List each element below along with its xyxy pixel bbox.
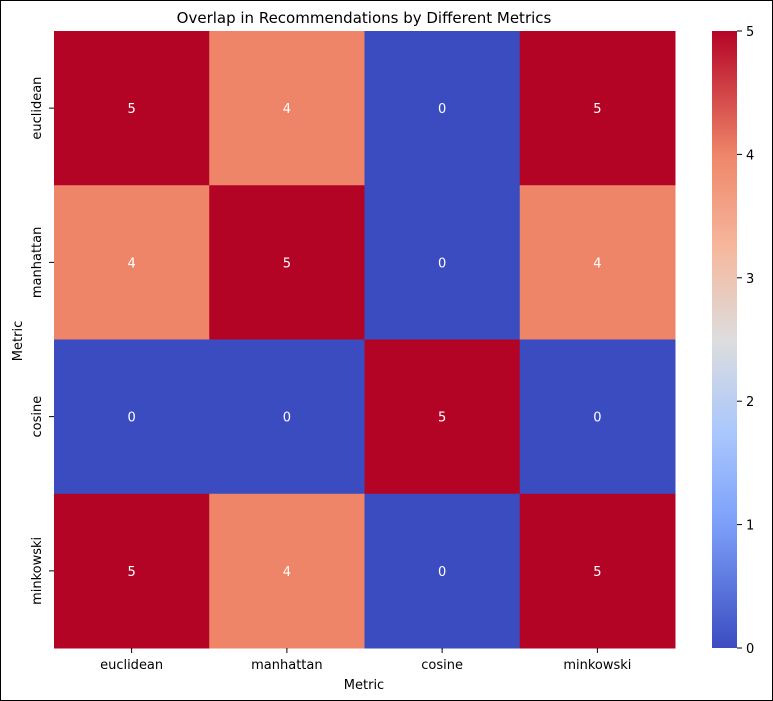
x-tick-label: euclidean <box>100 658 163 673</box>
colorbar-tick-label: 1 <box>746 519 754 534</box>
y-axis-ticks: euclidean manhattan cosine minkowski <box>30 77 54 605</box>
heatmap-cell <box>519 493 676 649</box>
cell-annotation: 4 <box>127 256 135 271</box>
cell-annotation: 0 <box>438 256 446 271</box>
x-tick-label: cosine <box>421 658 463 673</box>
colorbar-tick-label: 0 <box>746 642 754 657</box>
heatmap-cell <box>54 185 210 340</box>
cell-annotation: 4 <box>593 256 601 271</box>
cell-annotation: 5 <box>593 565 601 580</box>
y-tick-label: minkowski <box>30 537 45 605</box>
cell-annotation: 0 <box>127 411 135 426</box>
heatmap-cell <box>209 493 365 649</box>
cell-annotation: 0 <box>593 411 601 426</box>
cell-annotation: 5 <box>438 411 446 426</box>
chart-title: Overlap in Recommendations by Different … <box>177 9 552 27</box>
heatmap-cell <box>54 339 210 495</box>
heatmap-cell <box>519 31 676 186</box>
cell-annotation: 5 <box>593 102 601 117</box>
heatmap-cell <box>364 185 521 340</box>
heatmap-cell <box>364 339 521 495</box>
y-tick-label: cosine <box>30 396 45 438</box>
x-tick-label: minkowski <box>563 658 631 673</box>
cell-annotation: 0 <box>438 565 446 580</box>
cell-annotation: 4 <box>283 565 291 580</box>
heatmap-cell <box>364 493 521 649</box>
heatmap-cell <box>54 31 210 186</box>
heatmap-cell <box>519 339 676 495</box>
x-tick-label: manhattan <box>251 658 322 673</box>
colorbar-tick-label: 2 <box>746 395 754 410</box>
heatmap-cell <box>54 493 210 649</box>
cell-annotation: 5 <box>127 102 135 117</box>
colorbar-ticks: 0 1 2 3 4 5 <box>737 25 754 657</box>
y-axis-label: Metric <box>11 321 26 361</box>
heatmap-cell <box>364 31 521 186</box>
x-axis-label: Metric <box>344 678 384 693</box>
y-tick-label: euclidean <box>30 77 45 140</box>
heatmap-cell <box>209 31 365 186</box>
colorbar <box>712 31 737 648</box>
heatmap-cell <box>209 339 365 495</box>
heatmap-cell <box>209 185 365 340</box>
heatmap-cells <box>54 31 676 649</box>
cell-annotation: 0 <box>283 411 291 426</box>
cell-annotation: 5 <box>127 565 135 580</box>
x-axis-ticks: euclidean manhattan cosine minkowski <box>100 648 631 673</box>
cell-annotation: 0 <box>438 102 446 117</box>
colorbar-tick-label: 5 <box>746 25 754 40</box>
colorbar-tick-label: 4 <box>746 148 754 163</box>
cell-annotations: 5 4 0 5 4 5 0 4 0 0 5 0 5 4 0 5 <box>127 102 601 580</box>
cell-annotation: 4 <box>283 102 291 117</box>
heatmap-cell <box>519 185 676 340</box>
cell-annotation: 5 <box>283 256 291 271</box>
y-tick-label: manhattan <box>30 227 45 298</box>
colorbar-tick-label: 3 <box>746 272 754 287</box>
